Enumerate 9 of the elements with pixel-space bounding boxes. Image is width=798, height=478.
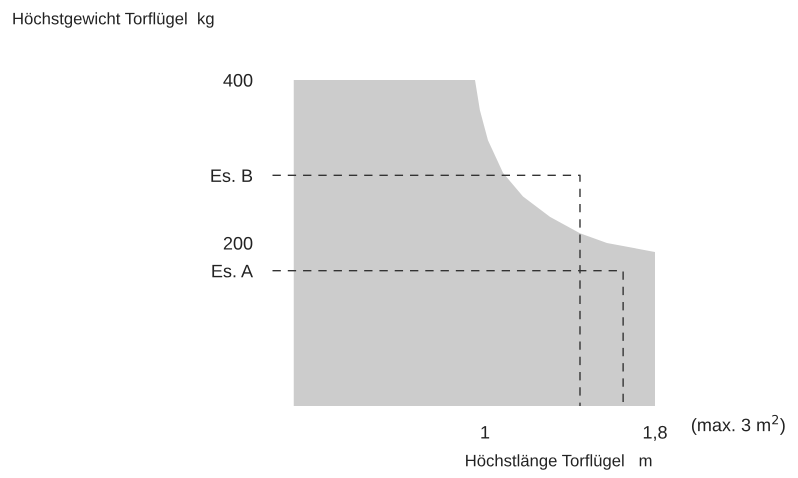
x-tick-label: 1 — [481, 426, 490, 439]
x-tick-label: 1,8 — [644, 426, 667, 441]
y-tick-label: Es. A — [212, 264, 254, 278]
y-tick-label: Es. B — [211, 169, 252, 182]
y-tick-label: 400 — [223, 74, 252, 87]
y-tick-label: 200 — [224, 236, 252, 250]
text: Höchstgewicht Torflügel kg — [13, 12, 214, 28]
text: (max. 3 m$^{2}$) — [692, 414, 785, 435]
x-axis-title: Höchstlänge Torflügel m — [466, 454, 652, 470]
